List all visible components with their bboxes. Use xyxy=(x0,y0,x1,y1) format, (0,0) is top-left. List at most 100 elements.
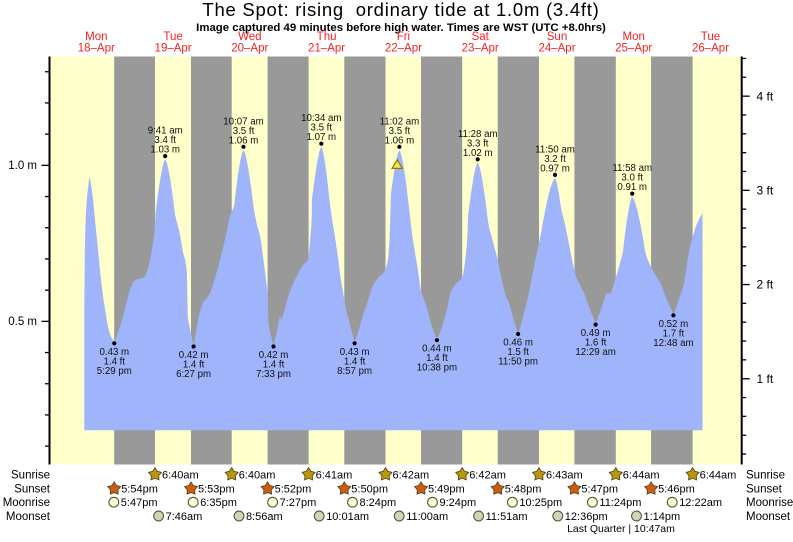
svg-text:3.0 ft: 3.0 ft xyxy=(621,173,643,184)
svg-text:1.4 ft: 1.4 ft xyxy=(104,356,126,367)
svg-text:0.5 m: 0.5 m xyxy=(8,316,37,328)
svg-text:6:35pm: 6:35pm xyxy=(200,497,237,509)
svg-text:10:01am: 10:01am xyxy=(326,511,369,523)
svg-text:Moonrise: Moonrise xyxy=(3,497,50,509)
svg-text:Sunset: Sunset xyxy=(14,484,51,496)
svg-text:Mon: Mon xyxy=(623,31,645,43)
svg-text:5:47pm: 5:47pm xyxy=(121,497,158,509)
svg-text:7:46am: 7:46am xyxy=(166,511,203,523)
svg-text:5:48pm: 5:48pm xyxy=(505,484,542,496)
svg-text:3 ft: 3 ft xyxy=(757,184,774,198)
svg-text:11:24pm: 11:24pm xyxy=(599,497,641,509)
svg-text:0.43 m: 0.43 m xyxy=(99,347,129,358)
svg-text:1.03 m: 1.03 m xyxy=(150,145,180,156)
svg-text:9:24pm: 9:24pm xyxy=(440,497,477,509)
svg-text:2 ft: 2 ft xyxy=(757,278,774,292)
svg-text:5:47pm: 5:47pm xyxy=(581,484,618,496)
svg-text:8:24pm: 8:24pm xyxy=(360,497,397,509)
svg-text:6:27 pm: 6:27 pm xyxy=(176,369,211,380)
svg-text:3.5 ft: 3.5 ft xyxy=(389,126,411,137)
svg-text:20–Apr: 20–Apr xyxy=(231,43,268,55)
svg-text:12:22am: 12:22am xyxy=(679,497,722,509)
svg-text:Sunrise: Sunrise xyxy=(746,469,785,481)
svg-text:1.06 m: 1.06 m xyxy=(229,135,259,146)
svg-text:6:43am: 6:43am xyxy=(546,469,583,481)
svg-text:Tue: Tue xyxy=(163,31,182,43)
svg-text:1.6 ft: 1.6 ft xyxy=(585,338,607,349)
svg-text:6:42am: 6:42am xyxy=(469,469,506,481)
svg-text:The Spot: rising ordinary tid: The Spot: rising ordinary tide at 1.0m (… xyxy=(202,0,599,20)
svg-text:Sat: Sat xyxy=(472,31,490,43)
svg-text:1 ft: 1 ft xyxy=(757,372,774,386)
svg-text:0.43 m: 0.43 m xyxy=(340,347,370,358)
svg-text:5:50pm: 5:50pm xyxy=(351,484,388,496)
svg-text:Wed: Wed xyxy=(238,31,261,43)
svg-text:3.5 ft: 3.5 ft xyxy=(311,123,333,134)
svg-text:6:44am: 6:44am xyxy=(623,469,660,481)
svg-text:1.4 ft: 1.4 ft xyxy=(426,353,448,364)
svg-text:21–Apr: 21–Apr xyxy=(308,43,345,55)
svg-text:1.0 m: 1.0 m xyxy=(8,160,37,172)
svg-text:12:48 am: 12:48 am xyxy=(653,338,693,349)
svg-text:19–Apr: 19–Apr xyxy=(155,43,192,55)
svg-text:Moonset: Moonset xyxy=(746,511,791,523)
svg-text:10:34 am: 10:34 am xyxy=(301,113,341,124)
svg-text:26–Apr: 26–Apr xyxy=(692,43,729,55)
svg-text:11:51am: 11:51am xyxy=(486,511,528,523)
svg-text:0.42 m: 0.42 m xyxy=(179,350,209,361)
svg-text:1.4 ft: 1.4 ft xyxy=(344,356,366,367)
svg-text:10:07 am: 10:07 am xyxy=(223,116,263,127)
svg-text:1.06 m: 1.06 m xyxy=(385,135,415,146)
svg-text:5:49pm: 5:49pm xyxy=(428,484,465,496)
svg-text:Moonrise: Moonrise xyxy=(746,497,793,509)
svg-text:11:50 am: 11:50 am xyxy=(535,144,575,155)
svg-text:1.7 ft: 1.7 ft xyxy=(663,328,685,339)
svg-text:0.97 m: 0.97 m xyxy=(540,163,570,174)
svg-text:11:00am: 11:00am xyxy=(406,511,448,523)
svg-text:11:02 am: 11:02 am xyxy=(380,116,420,127)
svg-text:6:41am: 6:41am xyxy=(316,469,353,481)
svg-text:1:14pm: 1:14pm xyxy=(644,511,681,523)
svg-text:8:56am: 8:56am xyxy=(246,511,283,523)
svg-text:3.5 ft: 3.5 ft xyxy=(233,126,255,137)
svg-text:0.42 m: 0.42 m xyxy=(259,350,289,361)
svg-text:1.4 ft: 1.4 ft xyxy=(263,360,285,371)
svg-text:1.07 m: 1.07 m xyxy=(306,132,336,143)
svg-text:0.52 m: 0.52 m xyxy=(659,319,689,330)
svg-text:3.4 ft: 3.4 ft xyxy=(154,135,176,146)
svg-text:6:40am: 6:40am xyxy=(162,469,199,481)
svg-text:4 ft: 4 ft xyxy=(757,89,774,103)
svg-text:Moonset: Moonset xyxy=(6,511,51,523)
svg-text:7:27pm: 7:27pm xyxy=(280,497,317,509)
svg-text:24–Apr: 24–Apr xyxy=(538,43,575,55)
svg-text:11:50 pm: 11:50 pm xyxy=(498,357,538,368)
svg-text:Fri: Fri xyxy=(397,31,410,43)
svg-text:1.4 ft: 1.4 ft xyxy=(183,360,205,371)
svg-text:11:28 am: 11:28 am xyxy=(458,129,498,140)
svg-text:9:41 am: 9:41 am xyxy=(148,126,183,137)
svg-text:5:29 pm: 5:29 pm xyxy=(97,366,132,377)
svg-text:10:38 pm: 10:38 pm xyxy=(417,363,457,374)
svg-text:Thu: Thu xyxy=(317,31,337,43)
svg-text:0.44 m: 0.44 m xyxy=(422,344,452,355)
svg-text:5:53pm: 5:53pm xyxy=(198,484,235,496)
svg-text:5:54pm: 5:54pm xyxy=(121,484,158,496)
svg-text:Last Quarter | 10:47am: Last Quarter | 10:47am xyxy=(567,523,675,535)
svg-text:0.49 m: 0.49 m xyxy=(581,328,611,339)
svg-text:6:42am: 6:42am xyxy=(393,469,430,481)
svg-text:3.2 ft: 3.2 ft xyxy=(544,154,566,165)
svg-text:22–Apr: 22–Apr xyxy=(385,43,422,55)
svg-text:18–Apr: 18–Apr xyxy=(78,43,115,55)
svg-text:11:58 am: 11:58 am xyxy=(612,163,652,174)
svg-text:10:25pm: 10:25pm xyxy=(519,497,562,509)
svg-text:6:40am: 6:40am xyxy=(239,469,276,481)
svg-text:6:44am: 6:44am xyxy=(700,469,737,481)
svg-text:12:29 am: 12:29 am xyxy=(575,347,615,358)
svg-text:8:57 pm: 8:57 pm xyxy=(337,366,372,377)
svg-text:1.02 m: 1.02 m xyxy=(463,148,493,159)
svg-text:23–Apr: 23–Apr xyxy=(462,43,499,55)
svg-text:Mon: Mon xyxy=(85,31,107,43)
svg-text:25–Apr: 25–Apr xyxy=(615,43,652,55)
svg-text:Sunrise: Sunrise xyxy=(11,469,50,481)
svg-text:0.91 m: 0.91 m xyxy=(617,182,647,193)
